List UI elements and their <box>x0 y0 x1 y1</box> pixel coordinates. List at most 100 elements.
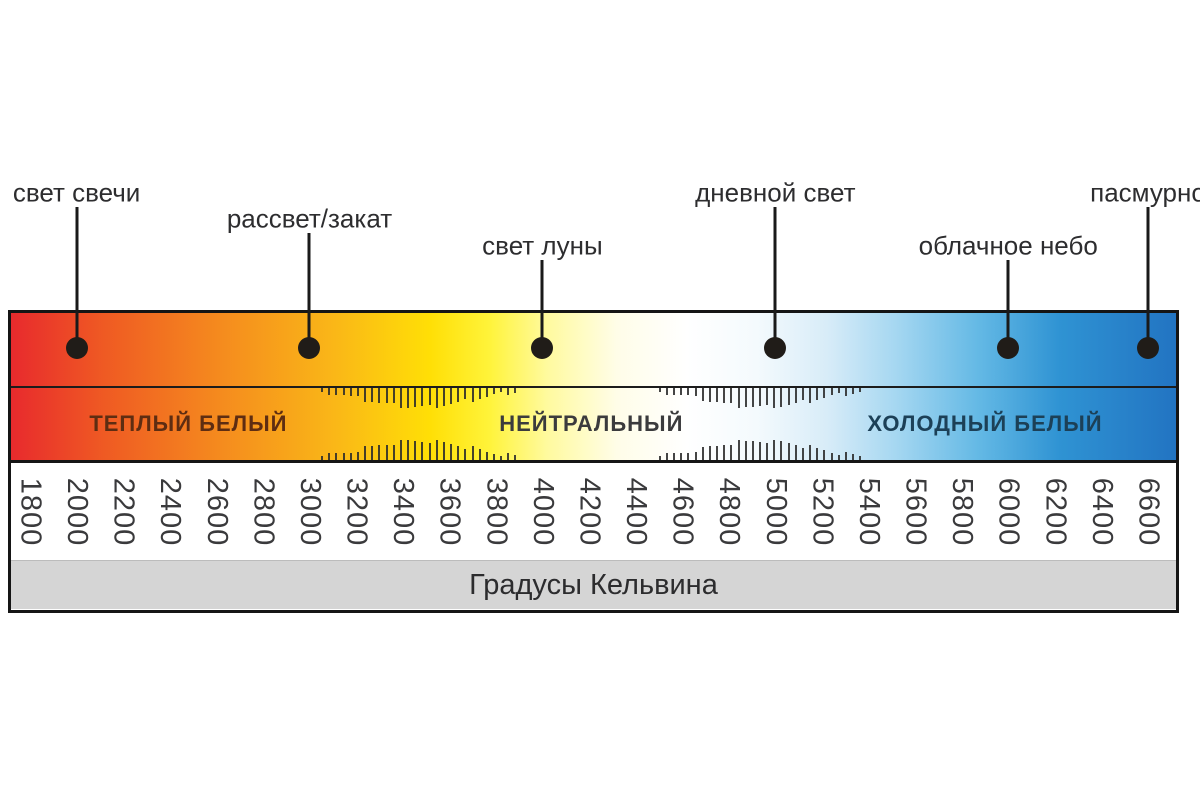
transition-tick <box>392 444 395 460</box>
kelvin-tick-label: 5400 <box>852 477 885 546</box>
transition-tick <box>766 388 769 405</box>
transition-tick <box>716 388 719 403</box>
transition-tick <box>844 388 847 396</box>
transition-tick <box>716 445 719 460</box>
kelvin-tick-label: 6200 <box>1039 477 1072 546</box>
transition-tick <box>342 453 345 460</box>
transition-tick <box>364 388 367 402</box>
chart-frame: ТЕПЛЫЙ БЕЛЫЙ НЕЙТРАЛЬНЫЙ ХОЛОДНЫЙ БЕЛЫЙ 18… <box>8 310 1179 613</box>
transition-tick <box>773 388 776 409</box>
zone-label: НЕЙТРАЛЬНЫЙ <box>499 411 684 436</box>
transition-tick <box>471 388 474 402</box>
kelvin-tick-label: 2200 <box>107 477 140 546</box>
transition-tick <box>399 439 402 460</box>
transition-tick <box>844 452 847 460</box>
transition-tick <box>328 453 331 460</box>
transition-tick <box>680 453 683 460</box>
transition-tick <box>830 388 833 396</box>
transition-tick <box>723 445 726 460</box>
kelvin-tick-label: 3200 <box>340 477 373 546</box>
transition-tick <box>751 388 754 407</box>
marker-label: пасмурно <box>1090 177 1200 208</box>
transition-tick <box>694 452 697 460</box>
transition-tick <box>442 388 445 407</box>
transition-tick <box>500 388 503 392</box>
transition-tick <box>708 388 711 402</box>
kelvin-tick-label: 4200 <box>573 477 606 546</box>
transition-tick <box>794 445 797 460</box>
transition-tick <box>464 388 467 400</box>
transition-tick <box>378 388 381 403</box>
transition-tick <box>378 445 381 460</box>
transition-tick <box>687 452 690 460</box>
kelvin-tick-label: 3800 <box>480 477 513 546</box>
transition-tick <box>457 388 460 402</box>
transition-tick <box>407 388 410 408</box>
transition-tick <box>450 443 453 460</box>
marker-label: облачное небо <box>918 230 1098 261</box>
transition-tick <box>837 455 840 460</box>
transition-tick <box>809 388 812 403</box>
transition-tick <box>666 388 669 395</box>
transition-tick <box>780 388 783 407</box>
kelvin-tick-label: 6400 <box>1085 477 1118 546</box>
transition-tick <box>852 454 855 460</box>
transition-tick <box>859 456 862 460</box>
transition-tick <box>794 388 797 403</box>
transition-tick <box>356 451 359 460</box>
transition-tick <box>385 444 388 460</box>
kelvin-scale: 1800 2000 2200 2400 2600 2800 3000 3200 3400 3600… <box>11 460 1176 560</box>
transition-tick <box>816 388 819 401</box>
transition-tick <box>492 388 495 394</box>
transition-tick <box>335 388 338 395</box>
marker-label: свет луны <box>482 230 603 261</box>
kelvin-tick-label: 3600 <box>433 477 466 546</box>
transition-tick <box>421 388 424 406</box>
transition-tick <box>399 388 402 409</box>
transition-tick <box>780 441 783 460</box>
transition-tick <box>371 388 374 403</box>
transition-tick <box>658 456 661 460</box>
marker-label: свет свечи <box>12 177 141 208</box>
transition-tick <box>759 388 762 406</box>
transition-tick <box>421 442 424 460</box>
transition-tick <box>708 446 711 460</box>
transition-tick <box>673 453 676 460</box>
transition-tick <box>514 388 517 393</box>
transition-tick <box>392 388 395 404</box>
transition-tick <box>744 388 747 408</box>
transition-tick <box>730 388 733 403</box>
transition-tick <box>701 388 704 402</box>
transition-tick <box>492 454 495 460</box>
marker-label: дневной свет <box>695 177 856 208</box>
transition-tick <box>658 388 661 392</box>
kelvin-tick-label: 4000 <box>526 477 559 546</box>
transition-tick <box>673 388 676 395</box>
transition-tick <box>328 388 331 395</box>
transition-tick <box>737 440 740 460</box>
axis-title-strip: Градусы Кельвина <box>11 560 1176 609</box>
transition-tick <box>435 439 438 460</box>
transition-tick <box>407 440 410 460</box>
transition-tick <box>751 441 754 460</box>
zone-label: ТЕПЛЫЙ БЕЛЫЙ <box>89 411 288 436</box>
transition-tick <box>385 388 388 404</box>
transition-tick <box>823 388 826 398</box>
transition-tick <box>773 439 776 460</box>
kelvin-tick-label: 4400 <box>620 477 653 546</box>
kelvin-tick-label: 5000 <box>759 477 792 546</box>
transition-tick <box>500 456 503 460</box>
color-gradient-bar: ТЕПЛЫЙ БЕЛЫЙ НЕЙТРАЛЬНЫЙ ХОЛОДНЫЙ БЕЛЫЙ <box>11 313 1176 460</box>
marker-label: рассвет/закат <box>226 203 393 234</box>
transition-tick <box>830 452 833 460</box>
transition-tick <box>478 388 481 400</box>
transition-tick <box>321 388 324 392</box>
kelvin-tick-label: 4800 <box>713 477 746 546</box>
transition-tick <box>801 388 804 401</box>
transition-tick <box>335 453 338 460</box>
transition-tick <box>342 388 345 395</box>
kelvin-tick-label: 5600 <box>899 477 932 546</box>
kelvin-tick-label: 1800 <box>14 477 47 546</box>
kelvin-tick-label: 3400 <box>387 477 420 546</box>
kelvin-tick-label: 2000 <box>61 477 94 546</box>
